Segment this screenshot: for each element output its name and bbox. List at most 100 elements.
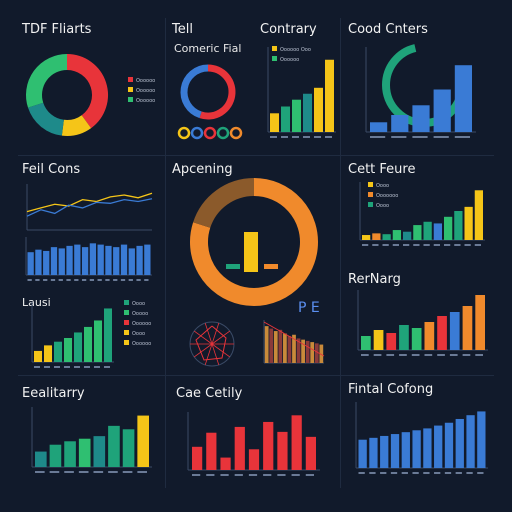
- center-bar: [244, 232, 258, 272]
- legend-label-0: Oooooo: [136, 78, 155, 84]
- panel-title-8: Lausi: [22, 296, 51, 309]
- tick-label-3: [234, 474, 243, 476]
- bar-13: [128, 248, 135, 275]
- bar-0: [192, 446, 203, 470]
- pe-annotation: P E: [298, 300, 320, 316]
- tick-label-1: [206, 474, 215, 476]
- bar-2: [382, 234, 391, 240]
- tick-label-5: [413, 244, 420, 246]
- line-series-1: [26, 198, 153, 217]
- tick-label-2: [380, 472, 387, 474]
- tick-label-0: [270, 136, 277, 138]
- chart-bars-14: [263, 320, 325, 364]
- tick-label-3: [390, 472, 398, 474]
- bar-3: [278, 329, 283, 363]
- bar-12: [319, 344, 324, 363]
- radial-shape: [195, 325, 227, 361]
- bar-6: [292, 334, 296, 363]
- legend-label-1: Oooooo: [280, 57, 299, 63]
- bar-9: [97, 244, 104, 275]
- chart-donut-2: [177, 64, 243, 140]
- bar-5: [84, 326, 92, 362]
- legend-swatch-0: [368, 182, 373, 187]
- bar-8: [305, 436, 316, 470]
- bar-7: [433, 223, 442, 240]
- bar-6: [94, 320, 102, 362]
- tick-label-5: [108, 471, 118, 473]
- tick-label-12: [120, 279, 126, 281]
- tick-label-7: [291, 474, 300, 476]
- bar-10: [464, 206, 473, 240]
- bar-11: [113, 247, 120, 275]
- tick-label-11: [477, 472, 484, 474]
- bar-6: [423, 428, 432, 468]
- legend-swatch-0: [272, 46, 277, 51]
- tick-label-2: [220, 474, 229, 476]
- tick-label-9: [97, 279, 102, 281]
- tick-label-9: [455, 472, 462, 474]
- panel-title-7: Cett Feure: [348, 162, 416, 177]
- chart-donut-1: Oooooo Oooooo Oooooo: [26, 54, 155, 136]
- tick-label-0: [35, 471, 45, 473]
- tick-label-0: [370, 136, 386, 138]
- chart-bars-4: [365, 43, 476, 138]
- tick-label-10: [464, 244, 471, 246]
- bar-4: [248, 449, 260, 470]
- bar-3: [64, 338, 72, 362]
- bar-4: [283, 333, 287, 363]
- tick-label-1: [35, 279, 40, 281]
- bar-11: [474, 190, 483, 240]
- bar-10: [466, 415, 475, 468]
- bar-1: [269, 328, 274, 363]
- tick-label-3: [433, 136, 449, 138]
- bar-11: [477, 411, 486, 468]
- tick-label-0: [358, 472, 365, 474]
- bar-2: [412, 105, 430, 132]
- tick-label-0: [34, 366, 40, 368]
- tick-label-13: [128, 279, 133, 281]
- bar-6: [437, 316, 447, 350]
- bar-10: [105, 245, 112, 275]
- bar-1: [49, 444, 62, 467]
- divider-v2: [340, 18, 341, 488]
- legend-label-1: Ooooo: [132, 311, 148, 317]
- chart-bars-12: [187, 412, 320, 476]
- tick-label-6: [94, 366, 100, 368]
- bar-9: [455, 418, 464, 468]
- tick-label-8: [89, 279, 95, 281]
- bar-1: [391, 115, 409, 132]
- bar-10: [310, 342, 315, 363]
- tick-label-8: [462, 354, 471, 356]
- bar-2: [380, 435, 389, 468]
- bar-1: [35, 249, 42, 275]
- legend-label-2: Oooooo: [132, 321, 151, 327]
- bar-8: [462, 306, 473, 350]
- bar-1: [206, 432, 217, 470]
- chart-bars-11: [31, 407, 152, 473]
- legend-swatch-1: [368, 192, 373, 197]
- tick-label-7: [434, 472, 441, 474]
- bar-0: [362, 235, 371, 240]
- donut-slice-2: [28, 102, 65, 136]
- legend-label-2: Oooo: [376, 203, 389, 209]
- tick-label-4: [74, 366, 80, 368]
- tick-label-6: [423, 472, 430, 474]
- tick-label-6: [74, 279, 79, 281]
- tick-label-10: [466, 472, 473, 474]
- tick-label-3: [303, 136, 310, 138]
- chart-donut-7: [190, 178, 318, 306]
- bar-3: [50, 247, 58, 275]
- chart-bars-9: Oooo Ooooo Oooooo Oooo Oooooo: [31, 300, 151, 368]
- bar-1: [44, 345, 52, 362]
- tick-label-2: [43, 279, 48, 281]
- bar-1: [369, 437, 378, 468]
- line-series-0: [26, 192, 153, 213]
- chart-bars-10: [357, 290, 488, 356]
- tick-label-4: [314, 136, 321, 138]
- tick-label-2: [292, 136, 299, 138]
- panel-title-12: Fintal Cofong: [348, 382, 434, 397]
- tick-label-1: [281, 136, 288, 138]
- tick-label-6: [277, 474, 286, 476]
- tick-label-6: [423, 244, 430, 246]
- donut-slice-0: [199, 64, 236, 120]
